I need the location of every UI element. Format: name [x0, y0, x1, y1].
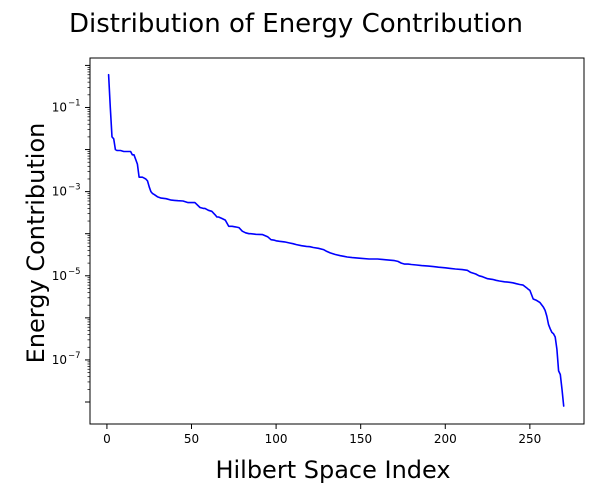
x-axis: 0 50 100 150 200 250 — [103, 424, 541, 446]
x-tick-label: 150 — [349, 432, 372, 446]
x-axis-label: Hilbert Space Index — [215, 456, 450, 484]
x-tick-label: 200 — [434, 432, 457, 446]
series-line — [107, 73, 565, 407]
y-tick-label: 10 — [52, 185, 67, 199]
plot-frame — [89, 57, 585, 425]
y-axis-label: Energy Contribution — [22, 123, 50, 364]
x-tick-label: 100 — [265, 432, 288, 446]
x-tick-label: 0 — [103, 432, 111, 446]
x-tick-label: 50 — [184, 432, 199, 446]
y-tick-label: 10 — [52, 100, 67, 114]
y-tick-exponent: −1 — [68, 98, 81, 108]
y-tick-label: 10 — [52, 269, 67, 283]
x-tick-label: 250 — [518, 432, 541, 446]
y-tick-label: 10 — [52, 353, 67, 367]
y-tick-exponent: −5 — [68, 267, 81, 277]
chart-title: Distribution of Energy Contribution — [69, 9, 523, 39]
y-tick-exponent: −3 — [68, 183, 81, 193]
y-tick-exponent: −7 — [68, 351, 81, 361]
y-axis: 10−110−310−510−7 — [52, 64, 90, 403]
